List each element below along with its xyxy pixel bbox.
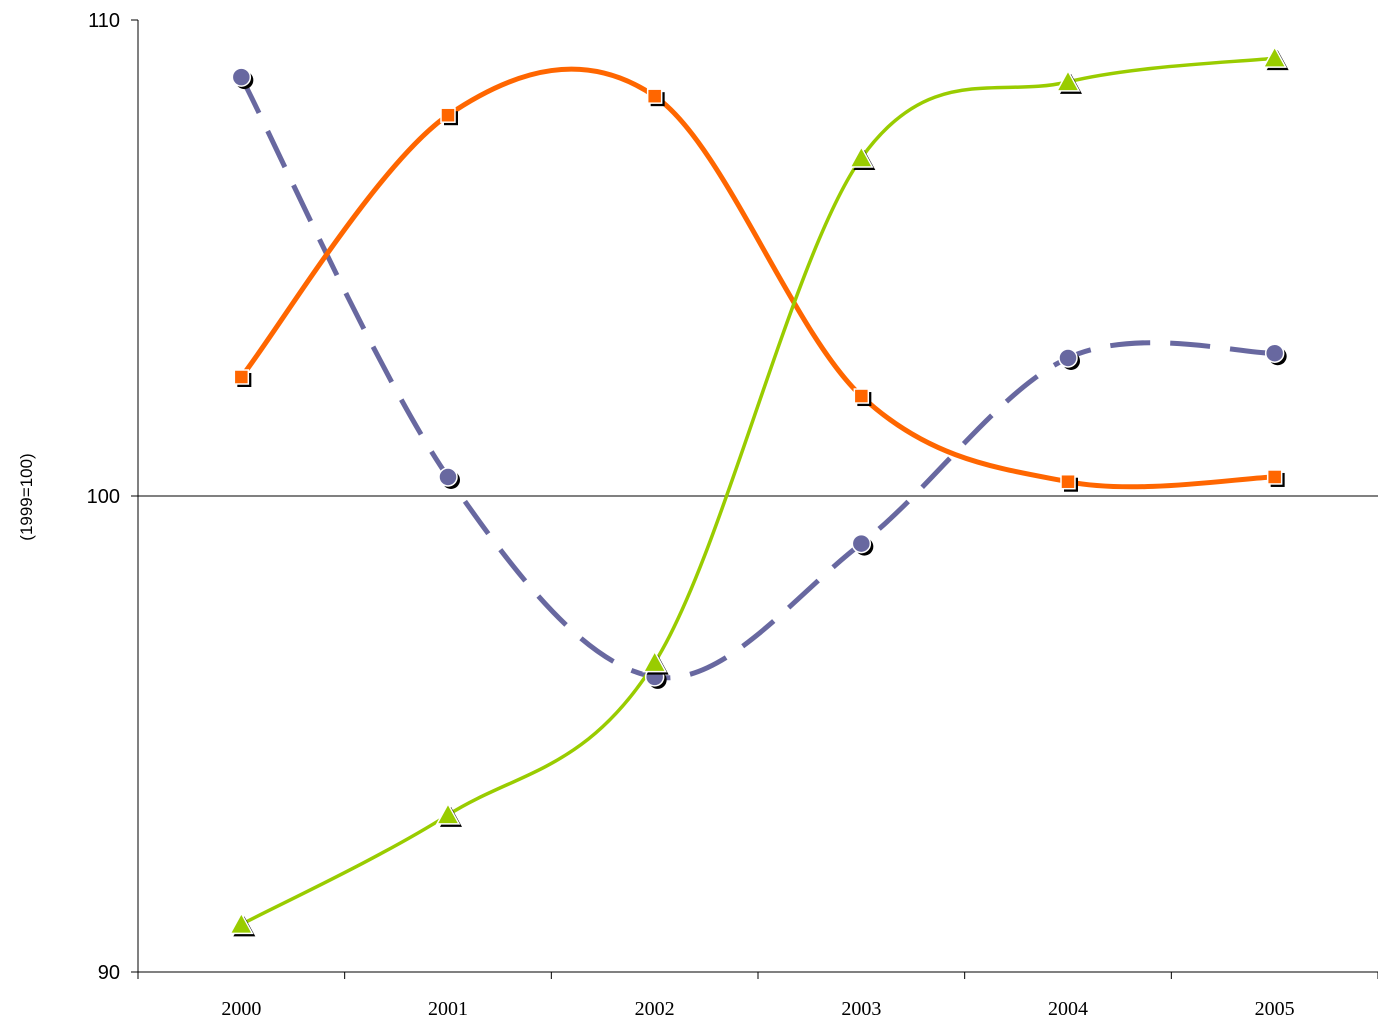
markers-layer [229,45,1289,937]
series-layer [239,56,1275,926]
data-point-circle [851,533,872,554]
data-point-square [646,88,663,104]
data-point-square [1060,473,1076,490]
data-point-square [233,369,250,385]
data-point-triangle [1055,69,1081,92]
data-point-circle [1264,343,1285,363]
data-point-triangle [849,145,874,168]
y-tick-label: 100 [87,486,120,508]
x-tick-label: 2003 [841,998,881,1020]
x-tick-label: 2001 [428,998,468,1020]
data-point-circle [1058,348,1078,368]
series-square-line [239,66,1275,490]
series-triangle-line [240,56,1275,926]
y-tick-label: 110 [88,10,120,32]
data-point-square [853,388,870,404]
data-point-triangle [229,911,254,935]
data-point-triangle [1262,45,1287,68]
axes-layer: 90 100 110 2000 2001 2002 2003 2004 2005 [87,10,1378,1020]
data-point-triangle [642,650,667,673]
x-tick-label: 2005 [1255,998,1295,1020]
data-point-triangle [435,802,461,825]
x-tick-label: 2002 [635,998,675,1020]
data-point-square [1266,469,1283,485]
y-axis-title: (1999=100) [17,453,36,540]
x-tick-label: 2004 [1048,998,1088,1020]
x-tick-label: 2000 [221,998,261,1020]
data-point-circle [231,67,252,87]
y-tick-label: 90 [98,962,120,984]
data-point-square [440,107,456,123]
data-point-circle [438,467,458,487]
